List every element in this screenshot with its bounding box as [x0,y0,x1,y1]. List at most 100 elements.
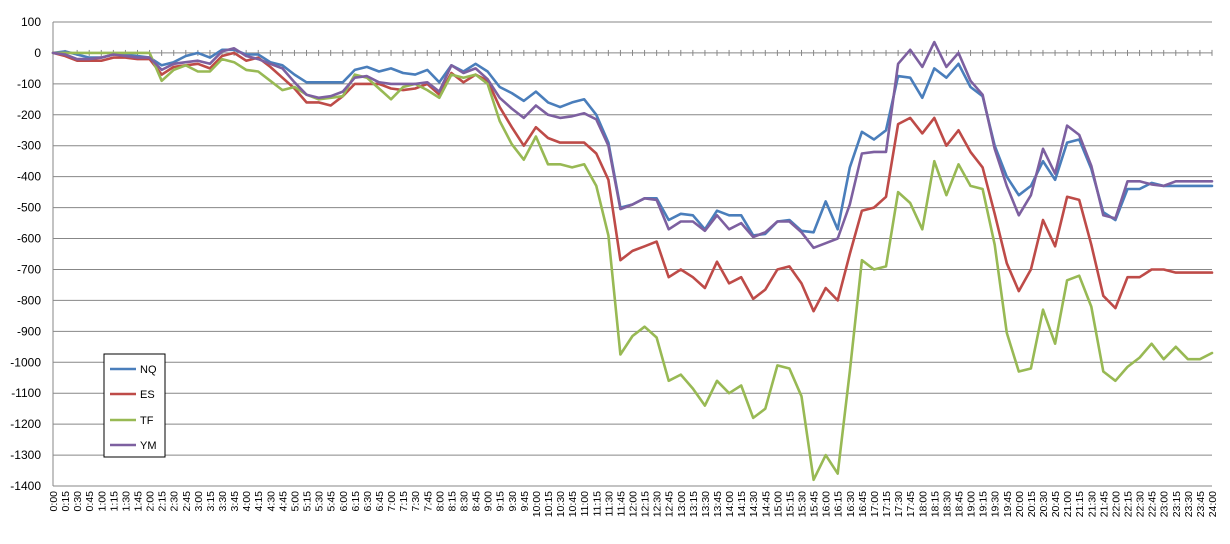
x-tick-label: 21:15 [1074,491,1086,517]
y-axis-tick-labels: 100 0 -100 -200 -300 -400 -500 -600 -700 -800 -900… [10,15,41,493]
x-tick-label: 8:30 [458,491,470,512]
x-tick-label: 17:00 [869,491,881,517]
series-line-es [51,51,1214,313]
x-tick-label: 24:00 [1207,491,1219,517]
x-tick-label: 21:30 [1086,491,1098,517]
x-tick-label: 3:15 [205,491,217,512]
series-line-ym [51,40,1214,250]
x-tick-label: 12:45 [664,491,676,517]
x-tick-label: 23:00 [1159,491,1171,517]
x-tick-label: 10:00 [531,491,543,517]
x-tick-label: 14:45 [760,491,772,517]
x-tick-label: 12:00 [628,491,640,517]
x-tick-label: 23:45 [1195,491,1207,517]
x-tick-label: 18:30 [941,491,953,517]
x-tick-label: 1:30 [120,491,132,512]
x-tick-label: 6:15 [350,491,362,512]
y-tick-label: -200 [17,108,41,122]
x-tick-label: 2:15 [157,491,169,512]
x-tick-label: 7:00 [386,491,398,512]
x-tick-label: 13:30 [700,491,712,517]
x-tick-label: 23:15 [1171,491,1183,517]
x-tick-label: 16:45 [857,491,869,517]
x-tick-label: 6:00 [338,491,350,512]
x-tick-label: 7:30 [410,491,422,512]
x-tick-label: 12:15 [640,491,652,517]
x-tick-label: 1:00 [96,491,108,512]
x-tick-label: 15:00 [772,491,784,517]
x-tick-label: 13:00 [676,491,688,517]
x-tick-label: 22:30 [1135,491,1147,517]
y-tick-label: 0 [34,46,41,60]
x-tick-label: 14:30 [748,491,760,517]
x-tick-label: 8:00 [434,491,446,512]
legend-box [103,353,166,458]
y-tick-label: -900 [17,324,41,338]
x-axis [52,22,1213,486]
legend-label-ym: YM [140,440,157,452]
x-tick-label: 20:45 [1050,491,1062,517]
x-tick-label: 13:15 [688,491,700,517]
y-tick-label: -600 [17,232,41,246]
x-tick-label: 18:15 [929,491,941,517]
x-tick-label: 10:15 [543,491,555,517]
x-tick-label: 2:00 [145,491,157,512]
x-tick-label: 8:45 [471,491,483,512]
x-tick-label: 10:45 [567,491,579,517]
x-tick-label: 16:30 [845,491,857,517]
series-lines [51,40,1214,482]
x-tick-label: 8:15 [446,491,458,512]
x-tick-label: 12:30 [652,491,664,517]
y-tick-label: -1000 [10,355,41,369]
x-tick-label: 20:15 [1026,491,1038,517]
x-tick-label: 20:30 [1038,491,1050,517]
x-tick-label: 5:45 [326,491,338,512]
x-tick-label: 18:45 [953,491,965,517]
x-tick-label: 2:30 [169,491,181,512]
series-line-tf [51,51,1214,482]
x-tick-label: 19:15 [978,491,990,517]
x-tick-label: 11:15 [591,491,603,517]
x-tick-label: 0:15 [60,491,72,512]
x-tick-label: 6:30 [362,491,374,512]
x-tick-label: 21:00 [1062,491,1074,517]
x-tick-label: 11:45 [615,491,627,517]
y-tick-label: -500 [17,201,41,215]
x-tick-label: 19:00 [966,491,978,517]
x-tick-label: 9:30 [507,491,519,512]
y-tick-label: 100 [21,15,41,29]
x-tick-label: 14:15 [736,491,748,517]
x-tick-label: 1:45 [133,491,145,512]
x-tick-label: 15:15 [784,491,796,517]
legend-label-nq: NQ [140,364,157,376]
x-tick-label: 22:45 [1147,491,1159,517]
legend-label-es: ES [140,389,155,401]
x-tick-label: 20:00 [1014,491,1026,517]
x-tick-label: 15:30 [797,491,809,517]
x-tick-label: 17:15 [881,491,893,517]
y-tick-label: -400 [17,170,41,184]
x-tick-label: 3:30 [217,491,229,512]
x-tick-label: 16:00 [821,491,833,517]
x-tick-label: 18:00 [917,491,929,517]
y-tick-label: -800 [17,293,41,307]
x-tick-label: 11:00 [579,491,591,517]
x-tick-label: 5:30 [314,491,326,512]
x-tick-label: 4:30 [265,491,277,512]
grid-lines [53,21,1212,487]
y-tick-label: -100 [17,77,41,91]
x-tick-label: 4:15 [253,491,265,512]
x-tick-label: 22:00 [1110,491,1122,517]
x-tick-label: 13:45 [712,491,724,517]
y-tick-label: -700 [17,262,41,276]
x-tick-label: 17:45 [905,491,917,517]
x-tick-label: 1:15 [108,491,120,512]
x-tick-label: 4:00 [241,491,253,512]
x-tick-label: 2:45 [181,491,193,512]
x-tick-label: 23:30 [1183,491,1195,517]
x-tick-label: 4:45 [277,491,289,512]
x-tick-label: 0:45 [84,491,96,512]
legend: NQ ES TF YM [103,353,166,458]
x-tick-label: 22:15 [1122,491,1134,517]
